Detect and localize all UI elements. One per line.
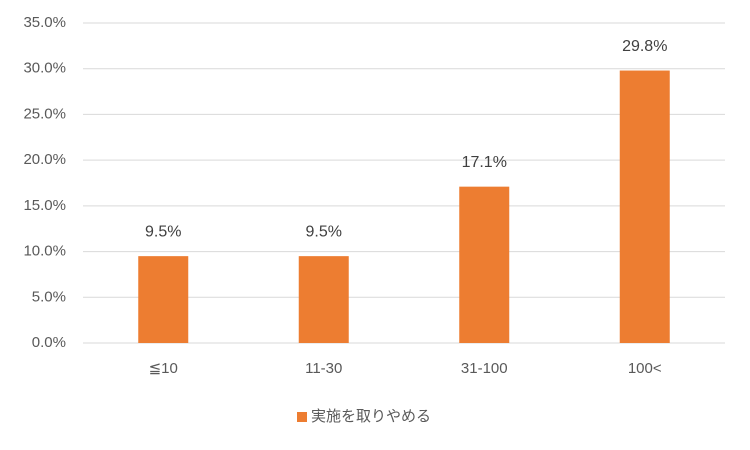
x-tick-label: ≦10 [149,360,178,377]
legend-label: 実施を取りやめる [311,408,431,425]
y-tick-label: 25.0% [23,105,66,122]
x-tick-label: 11-30 [305,360,342,377]
bar [298,256,349,343]
y-tick-label: 15.0% [23,197,66,214]
y-tick-label: 30.0% [23,60,66,77]
data-label: 9.5% [306,223,342,240]
legend-swatch [297,412,307,422]
data-label: 29.8% [622,38,667,55]
data-label: 9.5% [145,223,181,240]
bar [138,256,189,343]
data-label: 17.1% [462,154,507,171]
y-tick-label: 35.0% [23,14,66,31]
x-tick-label: 31-100 [461,360,508,377]
y-tick-label: 5.0% [32,288,66,305]
y-tick-label: 10.0% [23,243,66,260]
y-tick-label: 0.0% [32,334,66,351]
y-tick-label: 20.0% [23,151,66,168]
bar [619,70,670,344]
x-tick-label: 100< [628,360,662,377]
bar [459,186,510,343]
